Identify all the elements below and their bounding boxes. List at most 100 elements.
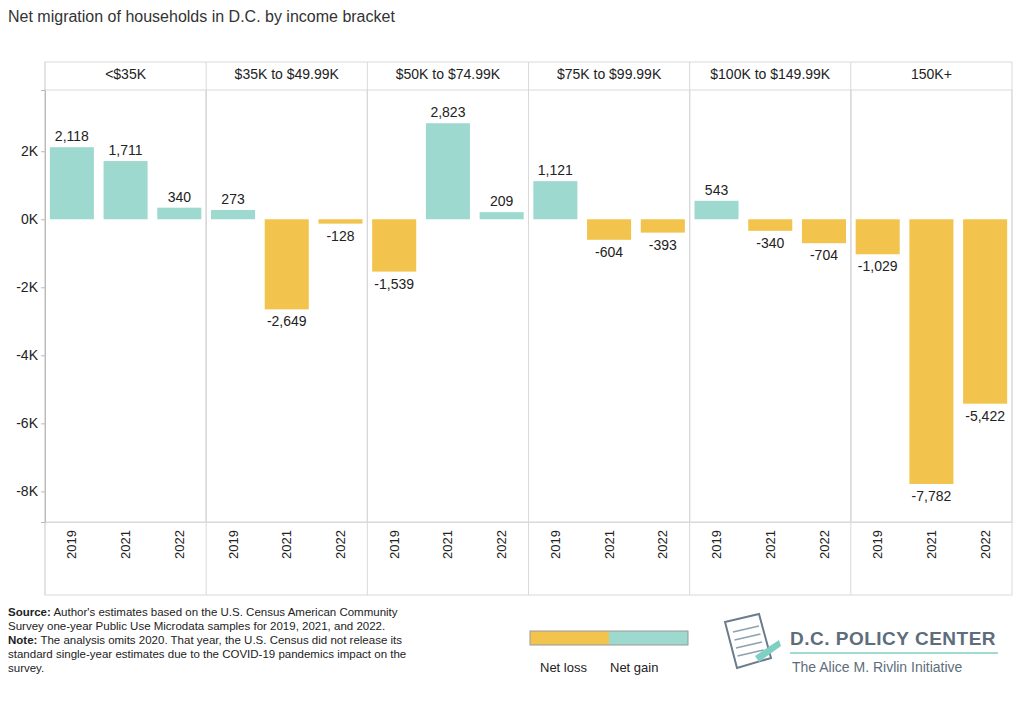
x-axis: 2019 2021 2022 (207, 522, 368, 559)
y-tick: 2K (21, 143, 45, 159)
footnote-line: standard single-year estimates due to th… (8, 648, 406, 660)
panel-divider (206, 62, 207, 595)
footnote-line: The analysis omits 2020. That year, the … (40, 634, 402, 646)
data-label: -2,649 (267, 313, 307, 329)
x-tick-label: 2019 (226, 530, 241, 559)
footnote-label: Source: (8, 606, 51, 618)
x-tick: 2022 (494, 522, 509, 559)
data-label: -5,422 (965, 408, 1005, 424)
x-tick: 2021 (763, 522, 778, 559)
bar (695, 201, 739, 219)
data-label: -393 (649, 237, 677, 253)
y-tick-label: -2K (16, 279, 38, 295)
data-label: -128 (326, 228, 354, 244)
y-tick-mark (41, 355, 45, 356)
x-tick: 2022 (333, 522, 348, 559)
panel-divider (689, 62, 690, 595)
outer-frame (45, 62, 1012, 595)
panel-title: 150K+ (911, 66, 952, 82)
bar (426, 123, 470, 219)
x-tick-label: 2019 (870, 530, 885, 559)
footnote-line: Author's estimates based on the U.S. Cen… (53, 606, 397, 618)
x-tick-label: 2021 (602, 530, 617, 559)
x-tick-label: 2022 (172, 530, 187, 559)
footnote-line: survey. (8, 662, 44, 674)
y-tick-label: -8K (16, 483, 38, 499)
data-label: 209 (490, 193, 514, 209)
y-tick: 0K (21, 211, 45, 227)
x-tick: 2022 (655, 522, 670, 559)
panel-frame (529, 90, 690, 522)
panel-title: $75K to $99.99K (557, 66, 662, 82)
x-axis-line (851, 522, 1012, 523)
x-tick: 2022 (978, 522, 993, 559)
bar (963, 219, 1007, 403)
y-tick-mark (41, 219, 45, 220)
x-tick-label: 2022 (333, 530, 348, 559)
bars (533, 181, 684, 240)
data-label: 2,118 (55, 128, 89, 144)
legend-label: Net loss (540, 660, 587, 675)
bar (856, 219, 900, 254)
y-tick-mark (41, 491, 45, 492)
y-axis: 2K0K-2K-4K-6K-8K (16, 91, 45, 523)
footnote: Source: Author's estimates based on the … (8, 606, 398, 632)
x-axis: 2019 2021 2022 (46, 522, 207, 559)
y-tick: -6K (16, 415, 45, 431)
x-tick-label: 2022 (494, 530, 509, 559)
bar (587, 219, 631, 240)
x-axis-line (690, 522, 851, 523)
logo-line (736, 642, 762, 648)
x-tick-label: 2021 (763, 530, 778, 559)
legend-label: Net gain (610, 660, 658, 675)
bars (372, 123, 523, 271)
x-tick: 2021 (440, 522, 455, 559)
bar (372, 219, 416, 271)
data-label: 2,823 (430, 104, 465, 120)
y-tick: -8K (16, 483, 45, 499)
logo-line (733, 626, 759, 632)
x-tick-label: 2019 (548, 530, 563, 559)
panel-title: $100K to $149.99K (710, 66, 831, 82)
x-tick: 2019 (548, 522, 563, 559)
x-axis-line (207, 522, 368, 523)
title: Net migration of households in D.C. by i… (8, 8, 395, 25)
x-tick-label: 2021 (118, 530, 133, 559)
logo-rule (790, 652, 998, 654)
data-label: 1,711 (109, 142, 143, 158)
x-tick: 2019 (64, 522, 79, 559)
bar (318, 219, 362, 223)
data-label: -7,782 (912, 488, 952, 504)
panel: 150K+-1,029-7,782-5,422201920212022 (851, 62, 1013, 595)
bar (533, 181, 577, 219)
x-tick-label: 2019 (709, 530, 724, 559)
footnote: Note: The analysis omits 2020. That year… (8, 634, 406, 674)
x-tick: 2021 (118, 522, 133, 559)
y-tick-label: 0K (21, 211, 39, 227)
panel-frame (690, 90, 851, 522)
logo-name: D.C. POLICY CENTER (790, 628, 996, 649)
bar (748, 219, 792, 231)
x-tick: 2019 (387, 522, 402, 559)
legend-swatch (530, 631, 609, 645)
bars (856, 219, 1007, 484)
x-tick: 2021 (924, 522, 939, 559)
x-tick: 2022 (172, 522, 187, 559)
x-axis: 2019 2021 2022 (851, 522, 1012, 559)
y-axis-line (41, 91, 46, 523)
x-tick: 2021 (602, 522, 617, 559)
chart-root: Net migration of households in D.C. by i… (0, 0, 1024, 703)
bar (104, 161, 148, 219)
panel: $35K to $49.99K273-2,649-128201920212022 (206, 62, 368, 595)
x-tick-label: 2021 (279, 530, 294, 559)
bar (909, 219, 953, 484)
panel: <$35K2,1181,7113402019202120222K0K-2K-4K… (16, 62, 206, 595)
bar (157, 208, 201, 220)
logo-paper (725, 614, 771, 668)
data-label: -704 (810, 247, 838, 263)
bars (211, 210, 362, 309)
x-axis-line (368, 522, 529, 523)
panel-frame (45, 90, 206, 522)
x-tick: 2019 (709, 522, 724, 559)
x-tick: 2019 (870, 522, 885, 559)
